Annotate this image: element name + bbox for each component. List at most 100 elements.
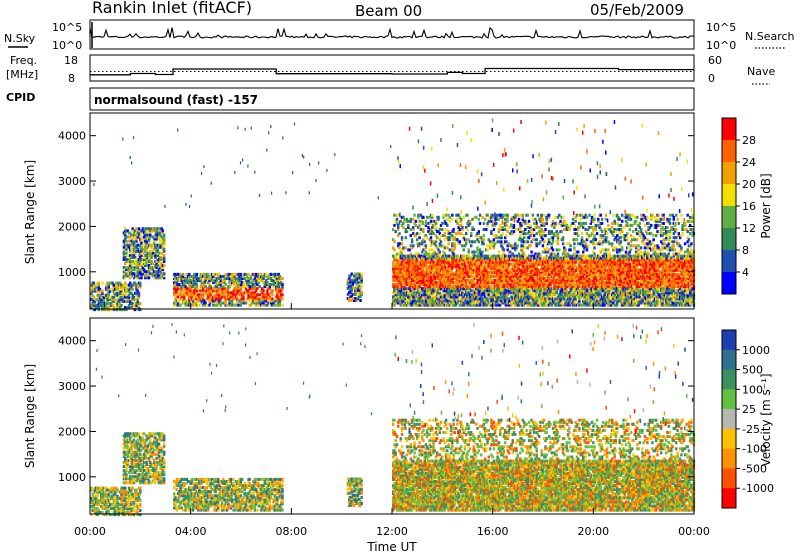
power-cell — [443, 289, 446, 293]
power-cell — [420, 297, 424, 301]
power-cell — [258, 285, 261, 289]
power-cell — [239, 293, 243, 297]
power-cell — [457, 226, 460, 229]
power-cell — [219, 283, 222, 287]
power-cell — [476, 248, 479, 252]
power-cell — [449, 277, 453, 280]
power-cell — [261, 295, 264, 299]
power-cell — [461, 279, 464, 283]
power-cell — [429, 277, 433, 280]
power-cell — [470, 295, 473, 299]
power-cell — [436, 256, 439, 260]
power-cell — [132, 253, 136, 257]
power-cell — [150, 255, 153, 259]
power-cell — [516, 244, 519, 248]
power-cell — [120, 285, 123, 289]
power-cell — [400, 272, 404, 276]
power-cell — [130, 247, 133, 251]
power-cell — [101, 304, 104, 307]
power-cell — [471, 250, 474, 254]
power-cell — [397, 262, 400, 266]
power-cell — [478, 264, 482, 268]
power-cell — [535, 232, 538, 236]
power-cell — [157, 243, 161, 247]
power-cell — [241, 283, 244, 287]
power-cell — [137, 281, 141, 285]
power-cell — [197, 297, 200, 301]
power-cell — [173, 287, 176, 291]
power-cell — [236, 295, 239, 299]
power-cell — [354, 286, 357, 290]
power-cell — [237, 291, 240, 295]
power-cell — [422, 248, 425, 252]
power-cell — [427, 230, 430, 234]
power-cell — [405, 219, 409, 223]
power-cell — [447, 213, 450, 217]
power-cell — [124, 233, 127, 237]
power-cell — [97, 281, 100, 285]
power-cell — [91, 297, 94, 301]
power-cell — [218, 291, 221, 295]
power-cell — [188, 285, 191, 289]
power-cell — [394, 230, 397, 234]
power-cell — [156, 233, 160, 237]
power-cell — [433, 266, 436, 270]
power-cell — [460, 217, 463, 221]
power-cell — [258, 301, 261, 305]
power-cell — [433, 262, 436, 266]
power-cell — [400, 289, 404, 293]
power-cell — [173, 303, 176, 307]
power-cell — [100, 302, 103, 305]
power-cell — [115, 302, 118, 305]
power-cell — [144, 276, 147, 280]
power-cell — [515, 228, 518, 231]
power-cell — [397, 283, 400, 287]
power-cell — [131, 241, 134, 245]
power-cell — [107, 285, 110, 289]
power-cell — [476, 254, 479, 258]
power-cell — [155, 243, 158, 247]
power-cell — [91, 289, 94, 293]
power-cell — [147, 266, 151, 270]
power-cell — [400, 301, 404, 305]
power-cell — [137, 258, 141, 261]
power-cell — [447, 275, 450, 278]
power-cell — [230, 299, 234, 303]
power-cell — [124, 255, 127, 259]
power-cell — [457, 268, 460, 272]
power-cell — [405, 277, 409, 280]
power-cell — [447, 301, 450, 305]
power-cell — [100, 297, 103, 301]
power-cell — [132, 304, 136, 307]
power-cell — [418, 232, 421, 236]
power-cell — [174, 283, 177, 287]
power-cell — [239, 281, 243, 285]
power-cell — [402, 258, 405, 262]
power-cell — [428, 254, 431, 258]
power-cell — [209, 299, 212, 303]
power-cell — [269, 303, 273, 307]
power-cell — [185, 279, 188, 283]
power-cell — [412, 217, 415, 221]
power-cell — [129, 264, 132, 268]
power-cell — [427, 260, 430, 264]
power-cell — [475, 250, 478, 254]
power-cell — [417, 215, 420, 219]
power-cell — [447, 277, 450, 280]
power-cell — [467, 256, 470, 260]
power-cell — [118, 283, 122, 287]
power-cell — [246, 275, 249, 278]
power-cell — [466, 213, 469, 217]
power-cell — [271, 289, 274, 293]
power-cell — [438, 232, 441, 236]
power-cell — [243, 277, 246, 280]
power-cell — [462, 256, 465, 260]
power-cell — [198, 289, 201, 293]
power-cell — [213, 289, 216, 293]
power-cell — [418, 244, 421, 248]
power-cell — [136, 247, 139, 251]
power-cell — [447, 242, 450, 246]
power-cell — [448, 281, 451, 285]
power-cell — [452, 228, 455, 231]
power-cell — [145, 227, 148, 231]
